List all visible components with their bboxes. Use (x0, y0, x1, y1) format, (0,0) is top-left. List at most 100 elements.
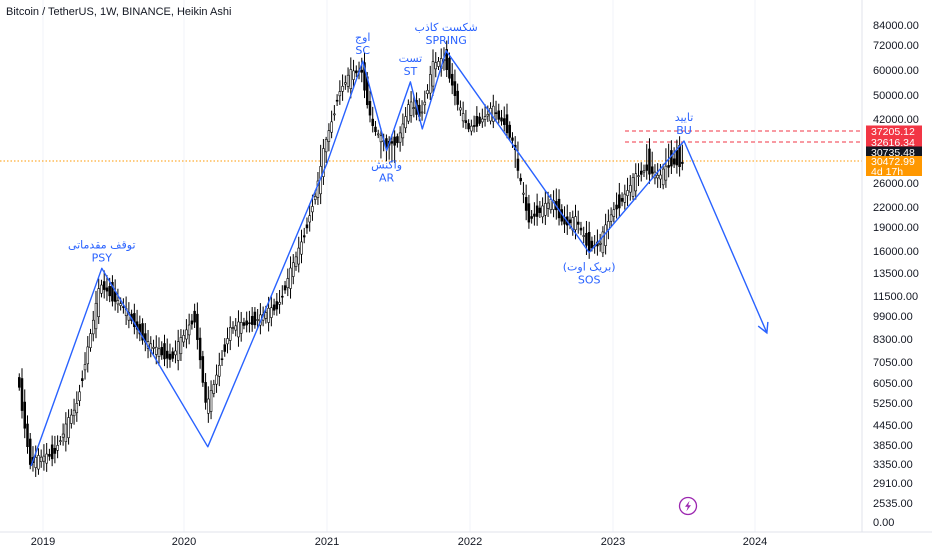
candle-body (292, 262, 295, 277)
candle-body (335, 99, 339, 102)
candle-body (270, 307, 273, 318)
candle-body (464, 120, 468, 123)
candle-body (508, 124, 511, 138)
candle-body (409, 101, 413, 116)
y-tick-label: 6050.00 (873, 378, 913, 390)
candle-body (174, 350, 177, 356)
candle-body (152, 346, 155, 349)
candle-body (75, 403, 79, 414)
x-tick-label: 2022 (458, 536, 482, 548)
candle-body (434, 62, 437, 70)
candle-body (23, 401, 26, 429)
candle-body (278, 302, 281, 305)
candle-body (426, 90, 429, 94)
time-axis[interactable]: 2019 2020 2021 2022 2023 2024 (31, 536, 767, 548)
candle-body (675, 150, 679, 166)
annotation-sos[interactable]: (بریک اوت)SOS (563, 261, 616, 287)
y-tick-label: 3850.00 (873, 440, 913, 452)
candle-body (398, 132, 402, 143)
y-tick-label: 0.00 (873, 517, 894, 529)
price-badge[interactable]: 32616.34 (866, 136, 922, 150)
annotation-label: BU (676, 124, 692, 137)
candle-body (250, 316, 254, 325)
candle-body (349, 69, 353, 89)
price-badge[interactable]: 30472.99 (866, 156, 922, 168)
candle-body (390, 141, 394, 144)
candle-body (645, 164, 648, 171)
candle-body (81, 378, 84, 382)
candle-body (89, 333, 92, 348)
candle-body (407, 104, 410, 122)
candle-body (670, 150, 673, 167)
y-tick-label: 50000.00 (873, 90, 919, 102)
candle-body (661, 168, 665, 186)
candle-body (549, 198, 553, 210)
candle-body (223, 344, 227, 352)
candle-body (165, 350, 169, 359)
candle-body (193, 310, 196, 323)
candle-body (322, 148, 325, 177)
price-badge[interactable]: 37205.12 (866, 125, 922, 139)
candle-body (437, 61, 440, 67)
candle-body (108, 286, 111, 297)
candle-body (505, 114, 509, 134)
candle-body (37, 455, 40, 470)
candle-body (105, 287, 109, 292)
candle-body (530, 216, 533, 219)
candle-body (467, 123, 470, 130)
candle-body (494, 112, 498, 114)
candle-body (459, 107, 462, 111)
candle-body (538, 207, 542, 213)
candle-body (631, 177, 635, 197)
candle-body (333, 113, 336, 116)
y-tick-label: 42000.00 (873, 114, 919, 126)
candle-body (155, 346, 158, 355)
candle-body (587, 231, 591, 252)
candle-body (207, 398, 210, 414)
y-tick-label: 60000.00 (873, 65, 919, 77)
candle-body (231, 327, 235, 329)
candle-body (431, 61, 435, 87)
candle-body (568, 219, 572, 224)
candle-body (497, 110, 501, 120)
candle-body (396, 136, 399, 144)
annotation-label-fa: توقف مقدماتی (68, 238, 136, 251)
candle-body (470, 125, 473, 132)
price-axis[interactable]: 84000.00 72000.00 60000.00 50000.00 42000.00… (873, 20, 919, 529)
candle-body (524, 197, 528, 211)
wyckoff-trend-line[interactable] (30, 50, 768, 467)
candle-body (215, 374, 218, 385)
annotation-label-fa: (بریک اوت) (563, 261, 616, 274)
lightning-icon[interactable] (678, 496, 698, 516)
candle-body (64, 423, 68, 442)
candle-body (453, 81, 457, 96)
y-tick-label: 5250.00 (873, 398, 913, 410)
candle-body (182, 335, 185, 343)
candle-body (185, 329, 188, 340)
candle-body (609, 214, 613, 222)
candle-body (429, 74, 432, 94)
candle-body (650, 166, 654, 174)
candle-body (313, 196, 317, 200)
price-badge[interactable]: 4d 17h (866, 166, 922, 178)
candle-body (601, 231, 605, 254)
price-badge-label: 32616.34 (871, 137, 915, 149)
candle-body (297, 247, 300, 265)
candle-body (445, 49, 448, 71)
candle-body (67, 417, 70, 439)
candle-body (160, 347, 163, 356)
candle-body (620, 198, 624, 202)
annotation-label: SOS (578, 274, 601, 287)
candle-body (516, 158, 520, 171)
candle-body (267, 307, 270, 323)
candle-body (511, 137, 514, 141)
candle-body (330, 121, 333, 133)
